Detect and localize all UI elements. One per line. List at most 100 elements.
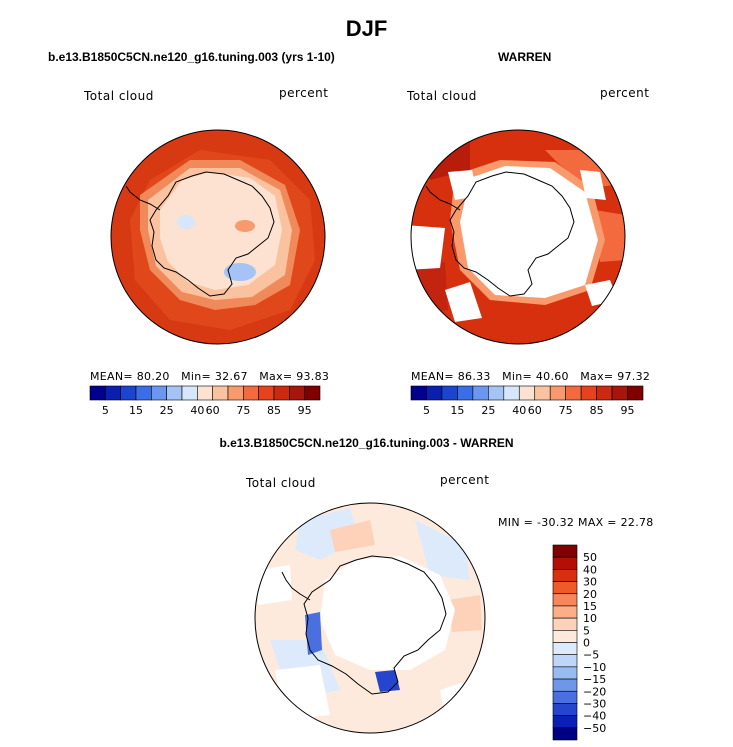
right-colorbar-box [611,385,628,401]
diff-colorbar-box [552,666,578,680]
left-units-label: percent [279,86,329,100]
left-stats: MEAN= 80.20 Min= 32.67 Max= 93.83 [90,370,329,383]
diff-colorbar-tick-label: −40 [583,710,606,723]
diff-colorbar-tick-label: 5 [583,624,590,637]
diff-colorbar-box [552,569,578,582]
left-colorbar-box [212,385,229,401]
left-max-value: 93.83 [296,370,330,383]
left-map-coastline [149,171,275,297]
left-colorbar-box [135,385,152,401]
diff-colorbar-tick-label: −10 [583,661,606,674]
diff-colorbar-box [552,690,578,704]
right-colorbar-tick-label: 5 [423,404,430,417]
panel-left-title: b.e13.B1850C5CN.ne120_g16.tuning.003 (yr… [48,50,335,64]
diff-map-white-1 [258,565,292,605]
right-colorbar-box [549,385,566,401]
left-colorbar-box [227,385,244,401]
panel-right-title: WARREN [498,50,552,64]
left-colorbar: 5 15 25 40 60 75 85 95 [89,385,321,417]
right-colorbar-tick-label: 95 [621,404,635,417]
left-map-continent-field [160,172,282,290]
left-colorbar-tick-label: 95 [298,404,312,417]
left-colorbar-tick-label: 15 [129,404,143,417]
left-colorbar-box [151,385,167,401]
diff-colorbar-box [552,642,578,655]
right-map-border [410,129,626,345]
diff-colorbar-tick-label: 20 [583,588,597,601]
right-stats: MEAN= 86.33 Min= 40.60 Max= 97.32 [411,370,650,383]
right-colorbar-box [457,385,474,401]
right-map-dark-block-2 [415,262,448,315]
diff-colorbar-tick-label: 30 [583,576,597,589]
right-min-label: Min= [502,370,533,383]
left-colorbar-box [181,385,198,401]
diff-colorbar-box [552,605,578,619]
left-map-border [110,129,326,345]
left-colorbar-box [105,385,121,401]
diff-colorbar-tick-label: 15 [583,600,597,613]
left-colorbar-tick-label: 75 [236,404,250,417]
left-colorbar-tick-label: 60 [206,404,220,417]
left-map-warm-patch [235,220,255,232]
left-colorbar-tick-label: 85 [267,404,281,417]
diff-variable-label: Total cloud [246,476,316,490]
right-mean-value: 86.33 [457,370,491,383]
right-colorbar-box [441,385,458,401]
right-map-coastline [449,171,575,297]
left-colorbar-tick-label: 25 [160,404,174,417]
diff-colorbar-tick-label: −50 [583,722,606,735]
right-colorbar-tick-label: 60 [528,404,542,417]
right-colorbar: 5 15 25 40 60 75 85 95 [410,385,644,417]
diff-map [254,502,486,734]
left-colorbar-tick-label: 5 [102,404,109,417]
diff-colorbar-tick-label: 0 [583,637,590,650]
right-map-missing-wedge-1 [411,225,445,270]
left-min-value: 32.67 [214,370,248,383]
right-map-missing-wedge-3 [580,170,606,200]
diff-colorbar-tick-label: −5 [583,649,599,662]
right-colorbar-box [580,385,597,401]
diff-colorbar-tick-label: 10 [583,612,597,625]
diff-colorbar-box [552,617,578,631]
left-min-label: Min= [181,370,212,383]
left-colorbar-box [166,385,183,401]
diff-map-strong-negative-1 [305,612,322,655]
left-max-label: Max= [259,370,293,383]
right-colorbar-box [472,385,489,401]
right-map-peninsula [425,185,461,211]
left-mean-label: MEAN= [90,370,133,383]
right-max-label: Max= [580,370,614,383]
right-colorbar-box [627,385,644,401]
left-colorbar-box [304,385,321,401]
right-colorbar-tick-label: 15 [450,404,464,417]
main-title: DJF [345,16,388,41]
left-map-peninsula [125,185,161,211]
panel-diff-title: b.e13.B1850C5CN.ne120_g16.tuning.003 - W… [219,436,514,450]
right-mean-label: MEAN= [411,370,454,383]
right-map-missing-wedge-4 [445,282,482,322]
diff-colorbar-tick-label: 50 [583,551,597,564]
left-colorbar-box [273,385,290,401]
left-variable-label: Total cloud [84,89,154,103]
left-colorbar-box [258,385,275,401]
left-map-blue-patch-2 [177,215,195,229]
diff-stats: MIN = -30.32 MAX = 22.78 [498,516,654,529]
right-colorbar-box [426,385,443,401]
right-colorbar-tick-label: 40 [512,404,526,417]
diff-colorbar-tick-label: −30 [583,697,606,710]
right-colorbar-tick-label: 25 [481,404,495,417]
diff-colorbar-tick-label: 40 [583,563,597,576]
diff-map-continent-blank [320,556,455,670]
left-map-blue-patch-1 [224,263,256,281]
diff-colorbar-box [552,630,578,643]
right-colorbar-box [488,385,505,401]
diff-colorbar-box [552,654,578,668]
diff-colorbar-box [552,593,578,607]
diff-colorbar-box [552,544,578,558]
diff-colorbar-tick-label: −15 [583,673,606,686]
right-min-value: 40.60 [535,370,569,383]
diff-colorbar-box [552,556,578,570]
left-colorbar-tick-label: 40 [190,404,204,417]
